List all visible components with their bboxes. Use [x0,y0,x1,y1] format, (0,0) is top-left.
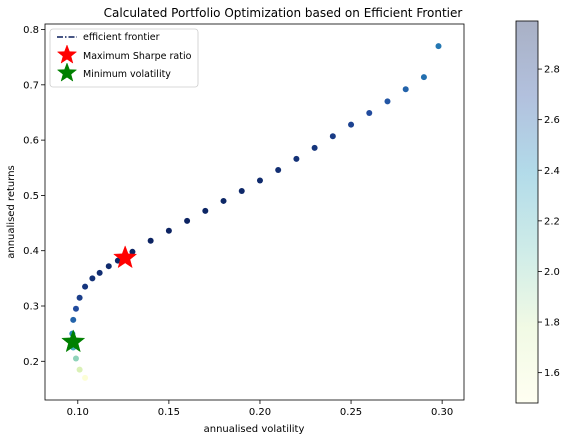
y-tick-label: 0.8 [23,25,39,36]
y-tick-label: 0.7 [23,80,39,91]
y-tick-label: 0.3 [23,302,39,313]
x-axis-label: annualised volatility [204,424,305,435]
frontier-point [402,86,409,93]
frontier-point [256,177,263,184]
frontier-point [147,237,154,244]
min-volatility-star-icon [61,329,86,353]
frontier-point [82,374,89,381]
colorbar: 1.6 1.8 2.0 2.2 2.4 2.6 2.8 [515,20,560,404]
legend-min-volatility-star-icon [56,62,78,82]
x-tick-label: 0.25 [340,407,362,418]
chart-title: Calculated Portfolio Optimization based … [104,6,463,20]
colorbar-tick-label: 2.8 [544,65,560,76]
frontier-point [348,121,355,128]
frontier-point [96,269,103,276]
frontier-point [220,197,227,204]
x-tick-label: 0.30 [431,407,453,418]
frontier-point [435,43,442,50]
y-tick-label: 0.4 [23,246,39,257]
frontier-point [311,144,318,151]
frontier-point [89,275,96,282]
frontier-point [76,294,83,301]
y-axis-label: annualised returns [6,165,17,259]
colorbar-tick-label: 2.0 [544,267,560,278]
colorbar-tick-label: 2.4 [544,166,560,177]
colorbar-tick-label: 1.8 [544,318,560,329]
frontier-point [129,248,136,255]
colorbar-tick-label: 2.2 [544,216,560,227]
markers [61,245,138,353]
max-sharpe-star-icon [113,245,138,269]
legend-item-max-sharpe: Maximum Sharpe ratio [83,51,192,62]
frontier-point [384,98,391,105]
frontier-point [72,305,79,312]
y-tick-label: 0.2 [23,357,39,368]
x-axis: 0.10 0.15 0.20 0.25 0.30 [67,400,453,418]
frontier-point [238,187,245,194]
legend-max-sharpe-star-icon [56,44,78,64]
y-tick-label: 0.5 [23,191,39,202]
legend-min-volatility-star-icon [56,62,78,82]
frontier-point [366,110,373,117]
y-axis: 0.2 0.3 0.4 0.5 0.6 0.7 0.8 [23,25,45,368]
colorbar-tick-label: 1.6 [544,368,560,379]
frontier-point [184,217,191,224]
frontier-point [105,263,112,270]
frontier-point [165,227,172,234]
legend-box [49,28,199,88]
colorbar-tick-label: 2.6 [544,115,560,126]
frontier-point [72,355,79,362]
colorbar-ticks: 1.6 1.8 2.0 2.2 2.4 2.6 2.8 [538,65,560,379]
frontier-point [76,366,83,373]
frontier-point [420,74,427,81]
frontier-point [329,133,336,140]
legend: efficient frontier Maximum Sharpe ratio … [49,28,199,88]
x-tick-label: 0.15 [158,407,180,418]
frontier-point [202,207,209,214]
legend-item-efficient-frontier: efficient frontier [83,32,160,43]
frontier-point [293,155,300,162]
plot-frame [44,23,465,401]
colorbar-gradient [515,20,539,404]
frontier-point [82,283,89,290]
y-tick-label: 0.6 [23,136,39,147]
x-tick-label: 0.10 [67,407,89,418]
frontier-point [275,166,282,173]
frontier-point [70,316,77,323]
legend-item-min-volatility: Minimum volatility [83,69,171,80]
x-tick-label: 0.20 [249,407,271,418]
legend-max-sharpe-star-icon [56,44,78,64]
